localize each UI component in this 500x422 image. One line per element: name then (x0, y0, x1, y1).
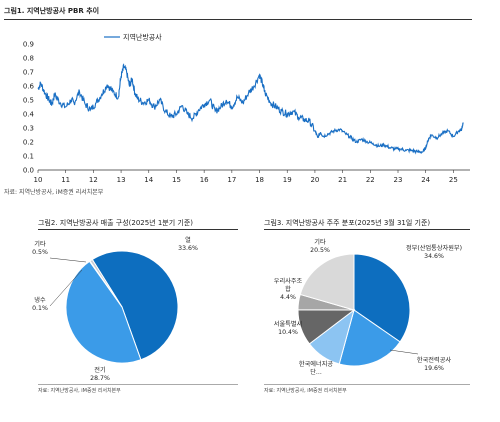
fig2-top-rule (38, 229, 238, 230)
y-tick-label: 0.9 (23, 41, 34, 49)
slice-electricity (65, 260, 142, 364)
label-cold-water: 냉수 0.1% (32, 296, 48, 312)
x-tick-label: 13 (117, 176, 126, 184)
fig1-title: 그림1. 지역난방공사 PBR 추이 (4, 7, 100, 15)
x-tick-label: 15 (172, 176, 181, 184)
fig2-bottom-rule (38, 384, 238, 385)
x-tick-label: 16 (200, 176, 209, 184)
label-seoul: 서울특별시 10.4% (274, 320, 302, 336)
fig3-source: 자료: 지역난방공사, iM증권 리서치본부 (264, 388, 347, 394)
slice-kepco (338, 309, 401, 367)
label-heat: 열 33.6% (178, 236, 198, 252)
y-tick-label: 0.0 (23, 167, 34, 175)
x-tick-label: 11 (61, 176, 70, 184)
x-tick-label: 14 (144, 176, 153, 184)
y-tick-label: 0.3 (23, 125, 34, 133)
slice-heat (91, 250, 179, 361)
x-tick-label: 21 (338, 176, 347, 184)
label-electricity: 전기 28.7% (90, 366, 110, 382)
y-tick-label: 0.7 (23, 69, 34, 77)
legend-label: 지역난방공사 (123, 33, 162, 42)
x-tick-label: 17 (227, 176, 236, 184)
fig2-title: 그림2. 지역난방공사 매출 구성(2025년 1분기 기준) (38, 219, 194, 227)
y-tick-label: 0.4 (23, 111, 35, 119)
y-tick-label: 0.2 (23, 139, 34, 147)
slice-other (89, 258, 123, 308)
x-tick-label: 24 (421, 176, 430, 184)
shareholder-pie-chart: 정부(산업통상자원부) 34.6% 한국전력공사 19.6% 한국에너지공 단... 서울특… (274, 238, 462, 376)
fig2-source: 자료: 지역난방공사, iM증권 리서치본부 (38, 388, 121, 394)
pbr-line-chart: 0.0 0.1 0.2 0.3 0.4 0.5 0.6 0.7 0.8 0.9 10 11 12 13 14… (23, 33, 470, 184)
x-tick-label: 22 (366, 176, 375, 184)
leader-line-kepco (389, 349, 419, 355)
fig3-title: 그림3. 지역난방공사 주주 분포(2025년 3월 31일 기준) (264, 219, 431, 227)
slice-other (299, 253, 355, 311)
x-tick-label: 20 (310, 176, 319, 184)
label-kepco: 한국전력공사 19.6% (417, 356, 451, 372)
fig1-top-rule (4, 19, 472, 20)
y-tick-label: 0.5 (23, 97, 34, 105)
label-esop: 우리사주조 합 4.4% (274, 277, 303, 301)
pbr-series-line (37, 63, 464, 155)
y-tick-label: 0.8 (23, 55, 34, 63)
label-government: 정부(산업통상자원부) 34.6% (406, 244, 462, 260)
sales-mix-pie-chart: 열 33.6% 전기 28.7% 냉수 0.1% 기타 0.5% (32, 236, 198, 382)
x-tick-label: 12 (89, 176, 98, 184)
x-tick-label: 18 (255, 176, 264, 184)
label-other: 기타 20.5% (310, 238, 330, 254)
x-tick-label: 23 (394, 176, 403, 184)
y-tick-label: 0.1 (23, 153, 34, 161)
slice-government (353, 253, 411, 343)
x-tick-label: 25 (449, 176, 458, 184)
leader-line-cold-water (49, 269, 83, 307)
fig3-top-rule (264, 229, 470, 230)
label-other: 기타 0.5% (32, 240, 48, 256)
fig3-bottom-rule (264, 384, 470, 385)
leader-line-other (49, 257, 87, 263)
label-energy-agency: 한국에너지공 단... (299, 360, 333, 376)
x-tick-label: 10 (34, 176, 43, 184)
fig1-source: 자료: 지역난방공사, iM증권 리서치본부 (4, 189, 104, 196)
x-tick-label: 19 (283, 176, 292, 184)
y-tick-label: 0.6 (23, 83, 35, 91)
